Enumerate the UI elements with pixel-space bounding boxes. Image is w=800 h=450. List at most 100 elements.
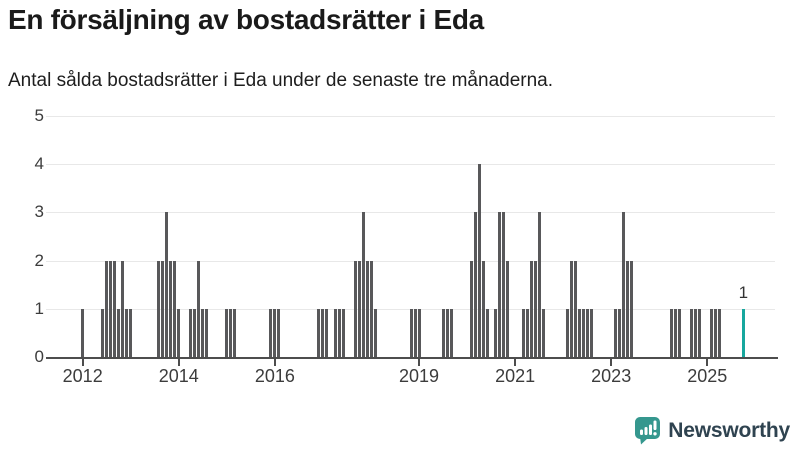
- bar-2022-03: [569, 260, 573, 357]
- x-axis-label-2019: 2019: [398, 366, 440, 386]
- bar-2021-03: [521, 308, 525, 357]
- bar-2025-04: [717, 308, 721, 357]
- x-axis-label-2023: 2023: [591, 366, 632, 386]
- y-axis-label-5: 5: [34, 106, 44, 125]
- bar-2014-06: [197, 260, 201, 357]
- bar-2012-01: [81, 308, 85, 357]
- bar-2020-04: [477, 164, 481, 357]
- newsworthy-brand-logo: Newsworthy: [634, 416, 790, 445]
- x-axis-tick-2023: [610, 359, 613, 366]
- bar-2021-07: [537, 212, 541, 357]
- x-axis-label-2025: 2025: [687, 366, 728, 386]
- bar-2019-01: [417, 308, 421, 357]
- bar-2024-09: [689, 308, 693, 357]
- highlight-value-label: 1: [738, 282, 749, 302]
- y-axis-label-4: 4: [34, 154, 44, 174]
- bar-2017-12: [365, 260, 369, 357]
- bar-2023-03: [617, 308, 621, 357]
- gridline-y-3: [46, 212, 775, 214]
- bar-2016-01: [273, 308, 277, 357]
- y-axis-label-1: 1: [34, 298, 44, 318]
- bar-2013-12: [173, 260, 177, 357]
- bar-2024-10: [693, 308, 697, 357]
- bar-2012-12: [125, 308, 129, 357]
- bar-2018-11: [409, 308, 413, 357]
- chart-title: En försäljning av bostadsrätter i Eda: [8, 4, 484, 35]
- bar-2012-10: [117, 308, 121, 357]
- bar-2016-12: [317, 308, 321, 357]
- bar-2023-06: [629, 260, 633, 357]
- y-axis-label-0: 0: [34, 347, 44, 366]
- bar-2012-09: [113, 260, 117, 357]
- x-axis-label-2012: 2012: [62, 366, 103, 386]
- gridline-y-5: [46, 116, 775, 117]
- bar-2018-01: [369, 260, 373, 357]
- bar-2012-11: [121, 260, 125, 357]
- bar-2024-05: [673, 308, 677, 357]
- bar-2017-01: [321, 308, 325, 357]
- bar-2018-02: [373, 308, 377, 357]
- bar-2022-07: [585, 308, 589, 357]
- x-axis-tick-2012: [81, 359, 84, 366]
- bar-2020-05: [481, 260, 485, 357]
- bar-2016-02: [277, 308, 281, 357]
- bar-2019-09: [449, 308, 453, 357]
- x-axis-label-2016: 2016: [254, 366, 295, 386]
- bar-2015-03: [233, 308, 237, 357]
- bar-2014-07: [201, 308, 205, 357]
- bar-2024-06: [677, 308, 681, 357]
- chart-subtitle: Antal sålda bostadsrätter i Eda under de…: [8, 70, 554, 91]
- gridline-y-2: [46, 260, 775, 262]
- bar-2021-08: [541, 308, 545, 357]
- x-axis-line: [46, 357, 778, 359]
- bar-2012-07: [105, 260, 109, 357]
- bar-2022-02: [565, 308, 569, 357]
- newsworthy-bar-chart-speech-bubble-icon: [635, 417, 661, 445]
- bar-2022-08: [589, 308, 593, 357]
- bar-2017-02: [325, 308, 329, 357]
- bar-2020-08: [493, 308, 497, 357]
- bar-2014-01: [177, 308, 181, 357]
- bar-2023-04: [621, 212, 625, 357]
- bar-2020-09: [497, 212, 501, 357]
- highlighted-bar-2025-10: [741, 308, 745, 357]
- bar-2018-12: [413, 308, 417, 357]
- bar-2015-01: [225, 308, 229, 357]
- bar-2021-06: [533, 260, 537, 357]
- x-axis-tick-2021: [514, 359, 517, 366]
- bar-2017-09: [353, 260, 357, 357]
- x-axis-tick-2016: [273, 359, 276, 366]
- gridline-y-4: [46, 164, 775, 166]
- bar-2024-04: [669, 308, 673, 357]
- bar-2023-02: [613, 308, 617, 357]
- bar-2012-06: [101, 308, 105, 357]
- bar-2025-03: [713, 308, 717, 357]
- y-axis-label-3: 3: [34, 202, 44, 222]
- bar-2013-09: [161, 260, 165, 357]
- bar-2021-04: [525, 308, 529, 357]
- bar-2014-08: [205, 308, 209, 357]
- bar-2014-05: [193, 308, 197, 357]
- bar-2017-05: [337, 308, 341, 357]
- bar-2015-02: [229, 308, 233, 357]
- bar-2019-07: [441, 308, 445, 357]
- bar-2013-11: [169, 260, 173, 357]
- bar-2013-08: [157, 260, 161, 357]
- bar-2020-11: [505, 260, 509, 357]
- bar-2017-06: [341, 308, 345, 357]
- bar-2022-06: [581, 308, 585, 357]
- bar-2022-04: [573, 260, 577, 357]
- bar-2020-10: [501, 212, 505, 357]
- bar-2013-01: [129, 308, 133, 357]
- x-axis-label-2014: 2014: [158, 366, 199, 386]
- bar-2021-05: [529, 260, 533, 357]
- bar-2017-11: [361, 212, 365, 357]
- bar-2012-08: [109, 260, 113, 357]
- bar-2020-02: [469, 260, 473, 357]
- bar-2025-02: [709, 308, 713, 357]
- bar-2014-04: [189, 308, 193, 357]
- brand-name: Newsworthy: [668, 418, 790, 442]
- bar-2022-05: [577, 308, 581, 357]
